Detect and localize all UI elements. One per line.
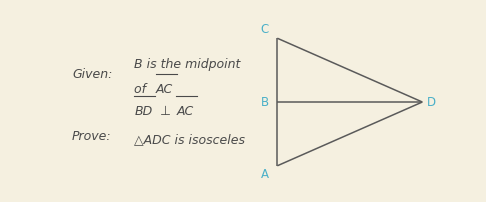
Text: of: of	[134, 83, 150, 96]
Text: BD: BD	[134, 105, 153, 118]
Text: Given:: Given:	[72, 67, 112, 81]
Text: AC: AC	[176, 105, 193, 118]
Text: D: D	[427, 96, 436, 108]
Text: B is the midpoint: B is the midpoint	[134, 58, 241, 71]
Text: AC: AC	[156, 83, 174, 96]
Text: A: A	[261, 168, 269, 181]
Text: △ADC is isosceles: △ADC is isosceles	[134, 133, 245, 146]
Text: B: B	[261, 96, 269, 108]
Text: Prove:: Prove:	[72, 130, 112, 143]
Text: ⊥: ⊥	[156, 105, 175, 118]
Text: C: C	[261, 23, 269, 36]
